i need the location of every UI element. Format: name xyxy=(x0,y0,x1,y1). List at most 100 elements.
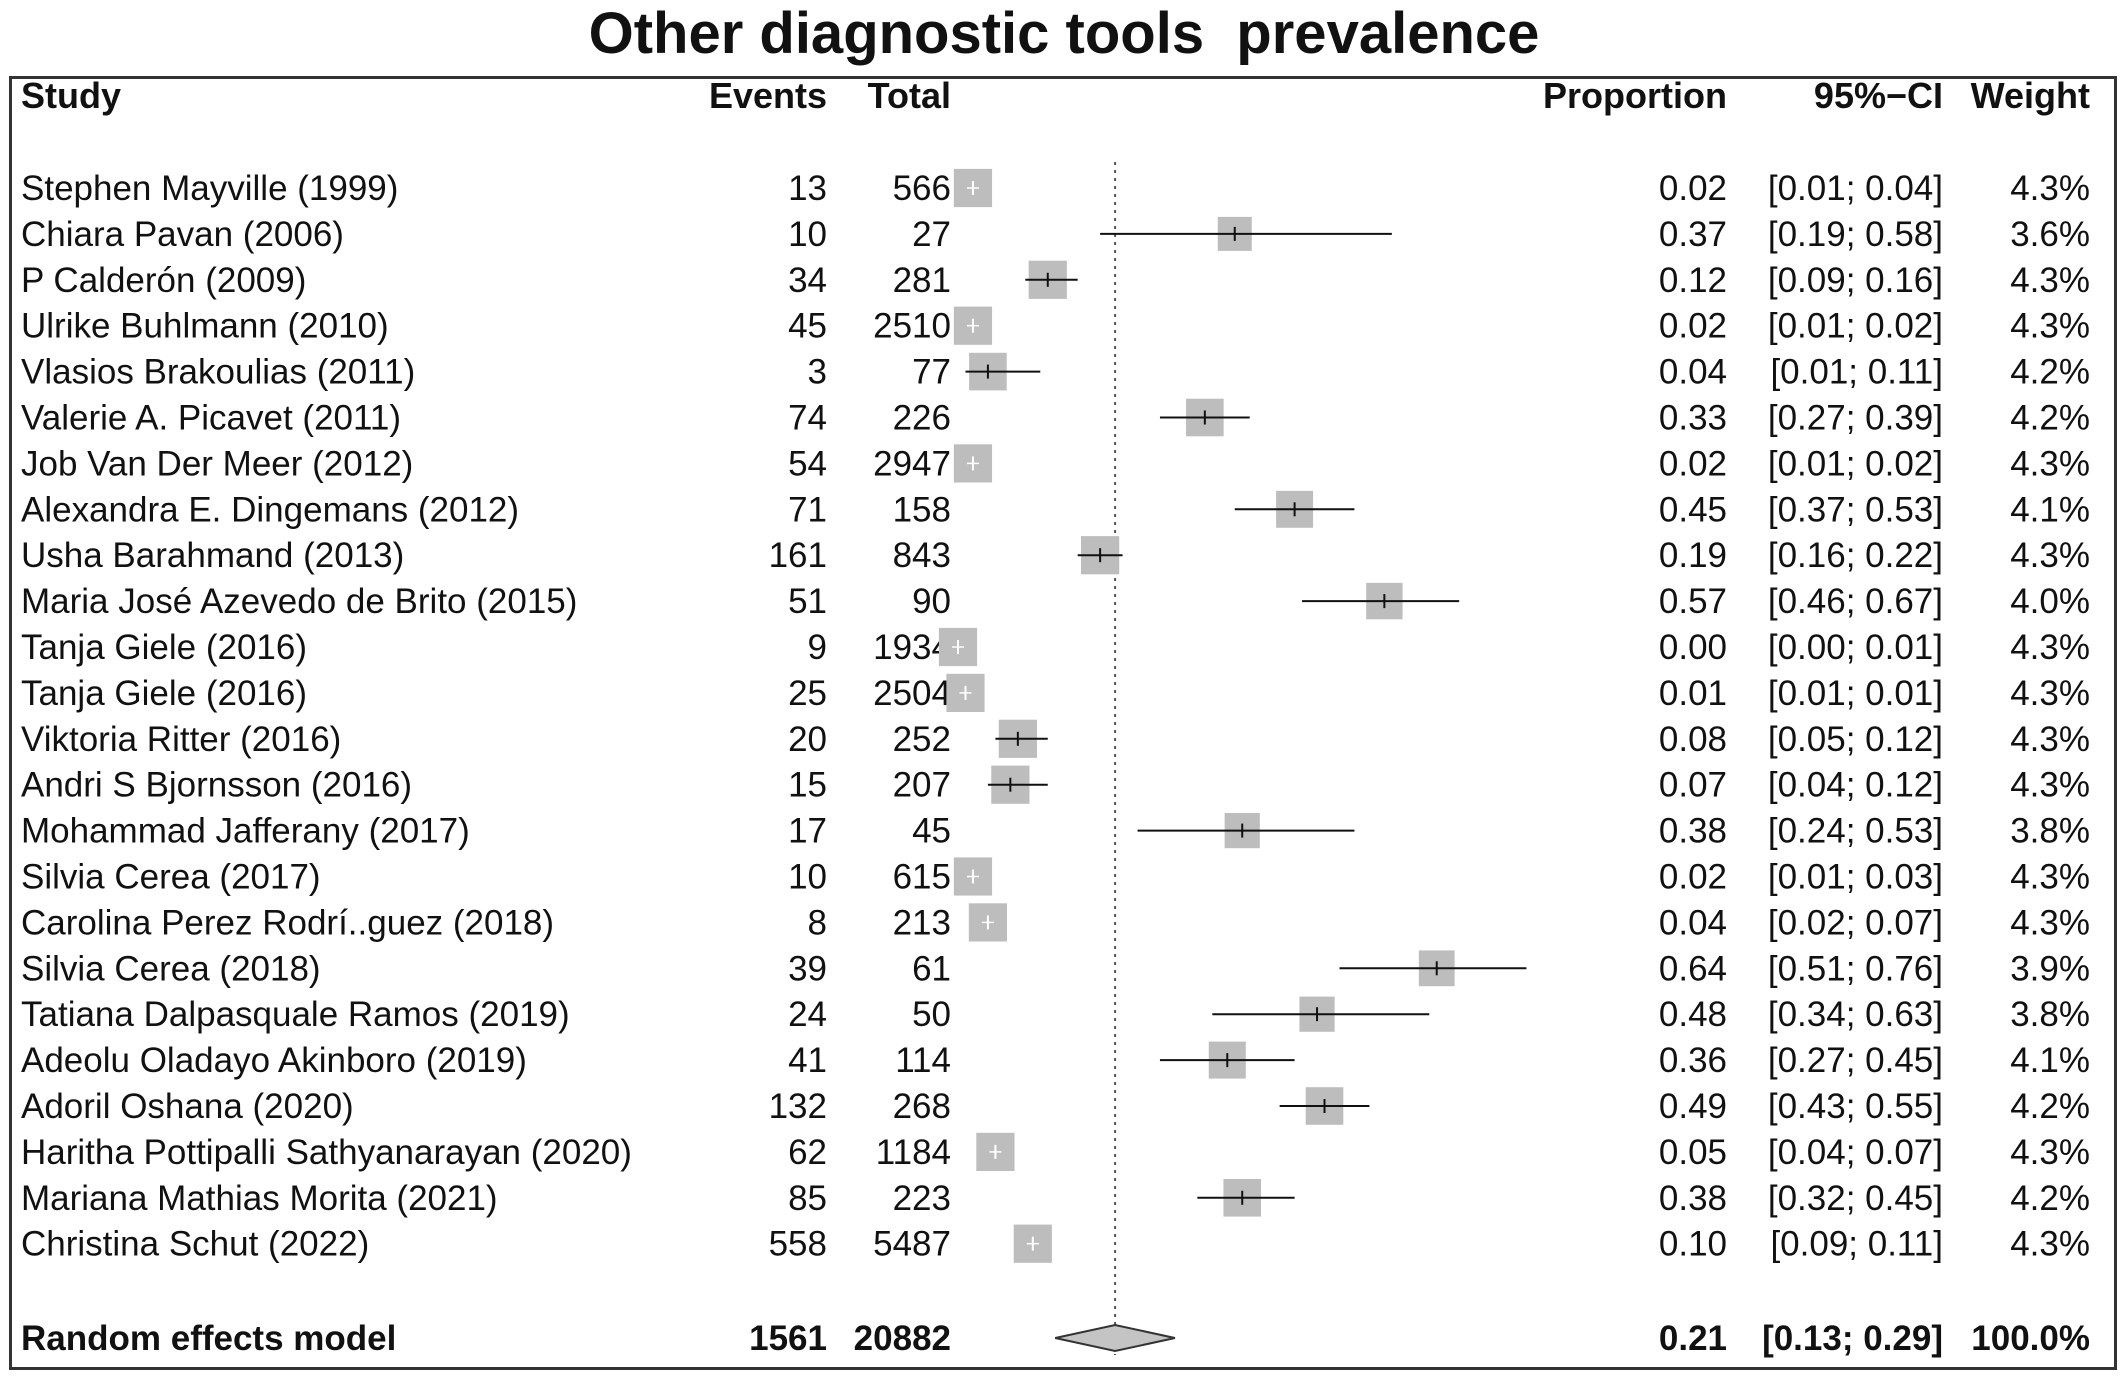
events-value: 10 xyxy=(788,215,827,254)
events-value: 71 xyxy=(788,490,827,529)
ci-value: [0.24; 0.53] xyxy=(1768,812,1943,851)
events-value: 34 xyxy=(788,261,827,300)
ci-value: [0.00; 0.01] xyxy=(1768,628,1943,667)
ci-value: [0.01; 0.02] xyxy=(1768,307,1943,346)
events-value: 8 xyxy=(808,903,827,942)
weight-value: 4.2% xyxy=(2010,1179,2090,1218)
study-name: Carolina Perez Rodrí..guez (2018) xyxy=(21,903,554,942)
weight-value: 3.8% xyxy=(2010,812,2090,851)
ci-value: [0.43; 0.55] xyxy=(1768,1087,1943,1126)
proportion-value: 0.49 xyxy=(1659,1087,1727,1126)
weight-value: 4.3% xyxy=(2010,858,2090,897)
study-name: Usha Barahmand (2013) xyxy=(21,536,404,575)
weight-value: 4.2% xyxy=(2010,353,2090,392)
proportion-value: 0.64 xyxy=(1659,949,1727,988)
pooled-events: 1561 xyxy=(749,1319,827,1358)
proportion-value: 0.02 xyxy=(1659,307,1727,346)
weight-value: 4.2% xyxy=(2010,399,2090,438)
weight-value: 4.3% xyxy=(2010,903,2090,942)
total-value: 2947 xyxy=(873,444,951,483)
study-name: Adeolu Oladayo Akinboro (2019) xyxy=(21,1041,527,1080)
study-row: Haritha Pottipalli Sathyanarayan (2020) 6… xyxy=(21,1132,2090,1172)
study-row: P Calderón (2009) 34 281 0.12 [0.09; 0.16] 4.… xyxy=(21,260,2090,300)
study-name: Maria José Azevedo de Brito (2015) xyxy=(21,582,577,621)
total-value: 226 xyxy=(893,399,951,438)
weight-value: 4.3% xyxy=(2010,1133,2090,1172)
proportion-value: 0.37 xyxy=(1659,215,1727,254)
total-value: 50 xyxy=(912,995,951,1034)
ci-value: [0.27; 0.45] xyxy=(1768,1041,1943,1080)
weight-value: 3.8% xyxy=(2010,995,2090,1034)
events-value: 39 xyxy=(788,949,827,988)
weight-value: 4.3% xyxy=(2010,261,2090,300)
ci-value: [0.01; 0.04] xyxy=(1768,169,1943,208)
ci-value: [0.01; 0.11] xyxy=(1770,353,1943,392)
events-value: 132 xyxy=(769,1087,827,1126)
pooled-row: Random effects model 1561 20882 0.21 [0.13; … xyxy=(21,1319,2090,1358)
total-value: 252 xyxy=(893,720,951,759)
weight-value: 4.3% xyxy=(2010,169,2090,208)
study-row: Tanja Giele (2016) 25 2504 0.01 [0.01; 0.01]… xyxy=(21,673,2090,713)
ci-value: [0.34; 0.63] xyxy=(1768,995,1943,1034)
study-name: Andri S Bjornsson (2016) xyxy=(21,766,412,805)
proportion-value: 0.07 xyxy=(1659,766,1727,805)
total-value: 566 xyxy=(893,169,951,208)
study-name: Tanja Giele (2016) xyxy=(21,674,307,713)
proportion-value: 0.38 xyxy=(1659,812,1727,851)
events-value: 54 xyxy=(788,444,827,483)
header-total: Total xyxy=(868,75,951,116)
weight-value: 4.2% xyxy=(2010,1087,2090,1126)
events-value: 45 xyxy=(788,307,827,346)
weight-value: 3.9% xyxy=(2010,949,2090,988)
total-value: 268 xyxy=(893,1087,951,1126)
total-value: 2504 xyxy=(873,674,951,713)
study-row: Mariana Mathias Morita (2021) 85 223 0.38 [0… xyxy=(21,1179,2090,1218)
weight-value: 4.3% xyxy=(2010,536,2090,575)
events-value: 13 xyxy=(788,169,827,208)
events-value: 74 xyxy=(788,399,827,438)
ci-value: [0.04; 0.12] xyxy=(1768,766,1943,805)
pooled-diamond xyxy=(1055,1323,1176,1353)
study-row: Silvia Cerea (2018) 39 61 0.64 [0.51; 0.76] 3… xyxy=(21,949,2090,988)
ci-value: [0.09; 0.11] xyxy=(1770,1225,1943,1264)
ci-value: [0.46; 0.67] xyxy=(1768,582,1943,621)
ci-value: [0.27; 0.39] xyxy=(1768,399,1943,438)
total-value: 158 xyxy=(893,490,951,529)
weight-value: 4.3% xyxy=(2010,720,2090,759)
study-name: P Calderón (2009) xyxy=(21,261,306,300)
chart-title: Other diagnostic tools prevalence xyxy=(588,1,1540,66)
study-row: Christina Schut (2022) 558 5487 0.10 [0.09; … xyxy=(21,1224,2090,1264)
proportion-value: 0.12 xyxy=(1659,261,1727,300)
study-name: Stephen Mayville (1999) xyxy=(21,169,398,208)
ci-value: [0.09; 0.16] xyxy=(1768,261,1943,300)
weight-value: 4.1% xyxy=(2010,1041,2090,1080)
ci-value: [0.19; 0.58] xyxy=(1768,215,1943,254)
weight-value: 4.3% xyxy=(2010,444,2090,483)
study-name: Mohammad Jafferany (2017) xyxy=(21,812,470,851)
study-row: Alexandra E. Dingemans (2012) 71 158 0.45 [0… xyxy=(21,490,2090,529)
proportion-value: 0.02 xyxy=(1659,444,1727,483)
ci-value: [0.16; 0.22] xyxy=(1768,536,1943,575)
study-name: Alexandra E. Dingemans (2012) xyxy=(21,490,519,529)
total-value: 281 xyxy=(893,261,951,300)
weight-value: 4.3% xyxy=(2010,766,2090,805)
proportion-value: 0.00 xyxy=(1659,628,1727,667)
events-value: 17 xyxy=(788,812,827,851)
weight-value: 4.3% xyxy=(2010,674,2090,713)
proportion-value: 0.10 xyxy=(1659,1225,1727,1264)
study-row: Usha Barahmand (2013) 161 843 0.19 [0.16; 0.… xyxy=(21,536,2090,575)
study-name: Ulrike Buhlmann (2010) xyxy=(21,307,389,346)
total-value: 5487 xyxy=(873,1225,951,1264)
events-value: 558 xyxy=(769,1225,827,1264)
total-value: 223 xyxy=(893,1179,951,1218)
study-name: Valerie A. Picavet (2011) xyxy=(21,399,401,438)
study-row: Stephen Mayville (1999) 13 566 0.02 [0.01; 0… xyxy=(21,168,2090,208)
header-ci: 95%−CI xyxy=(1814,75,1943,116)
pooled-proportion: 0.21 xyxy=(1659,1319,1727,1358)
header-events: Events xyxy=(709,75,827,116)
proportion-value: 0.02 xyxy=(1659,169,1727,208)
study-row: Tatiana Dalpasquale Ramos (2019) 24 50 0.48… xyxy=(21,995,2090,1034)
study-name: Chiara Pavan (2006) xyxy=(21,215,344,254)
study-row: Maria José Azevedo de Brito (2015) 51 90 0.… xyxy=(21,582,2090,621)
